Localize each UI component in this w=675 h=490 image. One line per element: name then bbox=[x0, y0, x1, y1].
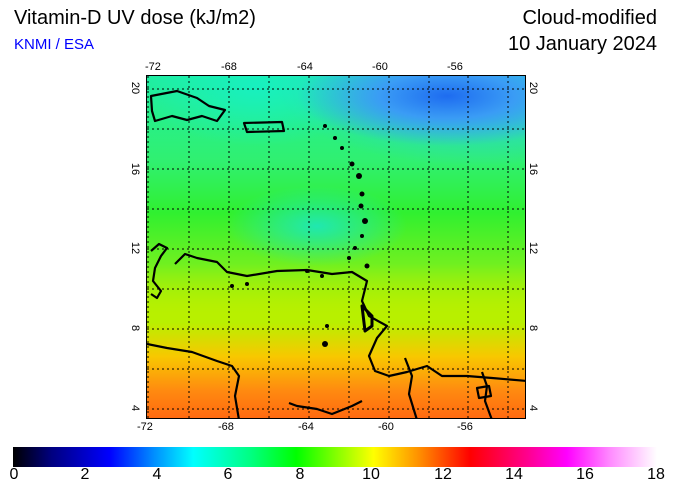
lat-tick-right: 4 bbox=[527, 404, 540, 412]
colorbar-tick: 14 bbox=[505, 466, 523, 483]
lon-tick-bottom: -64 bbox=[298, 421, 314, 433]
lon-tick-bottom: -68 bbox=[218, 421, 234, 433]
lon-tick-top: -56 bbox=[447, 61, 463, 73]
colorbar-tick: 6 bbox=[223, 466, 233, 483]
lon-tick-top: -72 bbox=[145, 61, 161, 73]
date-label: 10 January 2024 bbox=[507, 33, 657, 55]
source-label: KNMI / ESA bbox=[14, 36, 95, 53]
lat-tick-left: 20 bbox=[129, 81, 142, 95]
colorbar-tick: 10 bbox=[362, 466, 380, 483]
map-panel bbox=[146, 75, 526, 419]
lon-tick-top: -64 bbox=[297, 61, 313, 73]
lat-tick-right: 20 bbox=[527, 81, 540, 95]
colorbar bbox=[13, 447, 657, 467]
figure-title: Vitamin-D UV dose (kJ/m2) bbox=[14, 7, 256, 29]
lat-tick-right: 16 bbox=[527, 162, 540, 176]
lat-tick-right: 8 bbox=[527, 324, 540, 332]
colorbar-tick: 2 bbox=[80, 466, 90, 483]
product-label: Cloud-modified bbox=[522, 7, 657, 29]
lat-tick-left: 8 bbox=[129, 324, 142, 332]
lat-tick-left: 16 bbox=[129, 162, 142, 176]
coastlines bbox=[147, 89, 525, 418]
lesser-antilles-islands bbox=[230, 124, 370, 347]
lon-tick-top: -68 bbox=[221, 61, 237, 73]
lon-tick-top: -60 bbox=[372, 61, 388, 73]
lat-tick-left: 12 bbox=[129, 241, 142, 255]
lat-tick-left: 4 bbox=[129, 404, 142, 412]
colorbar-tick: 0 bbox=[9, 466, 19, 483]
lon-tick-bottom: -72 bbox=[137, 421, 153, 433]
map-overlay bbox=[147, 76, 525, 418]
colorbar-tick: 8 bbox=[295, 466, 305, 483]
colorbar-tick: 12 bbox=[434, 466, 452, 483]
colorbar-tick: 4 bbox=[152, 466, 162, 483]
lon-tick-bottom: -56 bbox=[457, 421, 473, 433]
graticule bbox=[147, 76, 525, 418]
colorbar-tick: 18 bbox=[647, 466, 665, 483]
lat-tick-right: 12 bbox=[527, 241, 540, 255]
colorbar-tick: 16 bbox=[576, 466, 594, 483]
lon-tick-bottom: -60 bbox=[378, 421, 394, 433]
